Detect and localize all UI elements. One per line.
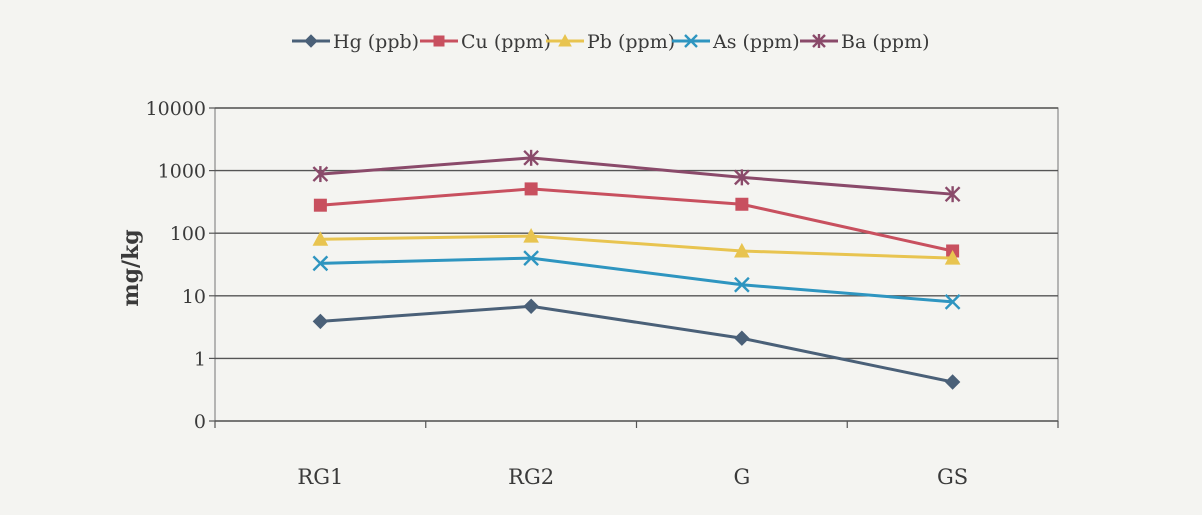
data-point bbox=[812, 34, 826, 48]
data-point bbox=[433, 35, 445, 47]
y-axis: 0 1 10 100 1000 10000 bbox=[146, 98, 215, 433]
data-point bbox=[313, 198, 327, 212]
legend-label: Pb (ppm) bbox=[587, 31, 675, 53]
legend-item: Ba (ppm) bbox=[800, 31, 930, 53]
data-point bbox=[523, 228, 539, 243]
data-point-stroke bbox=[944, 294, 961, 310]
legend-label: Hg (ppb) bbox=[333, 31, 419, 53]
series-cu bbox=[313, 182, 960, 258]
data-point bbox=[944, 294, 961, 310]
series-hg bbox=[312, 298, 961, 390]
legend-item: As (ppm) bbox=[672, 31, 800, 53]
data-point bbox=[524, 182, 538, 196]
series-line bbox=[320, 304, 953, 384]
y-tick-label: 1000 bbox=[158, 161, 206, 183]
x-tick-label: RG2 bbox=[508, 465, 554, 489]
legend-item: Cu (ppm) bbox=[420, 31, 551, 53]
data-point bbox=[312, 231, 329, 246]
data-point bbox=[312, 313, 329, 330]
x-tick-label: G bbox=[733, 465, 750, 489]
y-tick-label: 1 bbox=[194, 348, 206, 370]
series-line bbox=[320, 256, 953, 304]
data-point-stroke bbox=[684, 34, 698, 48]
data-point-stroke bbox=[312, 255, 329, 272]
y-tick-label: 100 bbox=[170, 223, 206, 245]
series-layer bbox=[312, 149, 961, 390]
data-point bbox=[944, 250, 961, 265]
data-point bbox=[523, 149, 539, 166]
x-tick-label: GS bbox=[937, 465, 968, 489]
series-line bbox=[320, 156, 953, 196]
data-point bbox=[734, 169, 750, 186]
series-pb bbox=[312, 228, 961, 265]
data-point bbox=[735, 197, 749, 211]
data-point bbox=[684, 34, 698, 48]
data-point bbox=[523, 250, 539, 266]
data-point bbox=[523, 298, 539, 314]
data-point bbox=[312, 255, 329, 272]
data-point bbox=[304, 34, 318, 48]
series-line bbox=[320, 234, 953, 260]
legend-label: Ba (ppm) bbox=[841, 31, 930, 53]
data-point-stroke bbox=[734, 276, 750, 293]
data-point bbox=[734, 276, 750, 293]
data-point bbox=[558, 33, 572, 47]
data-point bbox=[734, 330, 750, 346]
series-ba bbox=[312, 149, 961, 203]
x-axis: RG1 RG2 G GS bbox=[214, 421, 1059, 489]
legend-item: Pb (ppm) bbox=[546, 31, 675, 53]
x-tick-label: RG1 bbox=[297, 465, 343, 489]
y-axis-label: mg/kg bbox=[118, 229, 144, 306]
series-as bbox=[312, 250, 961, 310]
data-point-stroke bbox=[523, 250, 539, 266]
data-point bbox=[944, 374, 961, 390]
y-tick-label: 10000 bbox=[146, 98, 206, 120]
legend-item: Hg (ppb) bbox=[292, 31, 419, 53]
data-point bbox=[944, 186, 961, 203]
legend: Hg (ppb) Cu (ppm) Pb (ppm) As (ppm) Ba (ppm) bbox=[292, 31, 930, 53]
y-tick-label: 10 bbox=[182, 286, 206, 308]
y-tick-label: 0 bbox=[194, 411, 206, 433]
legend-label: As (ppm) bbox=[712, 31, 800, 53]
data-point bbox=[734, 242, 750, 258]
data-point bbox=[312, 166, 329, 183]
series-line bbox=[320, 187, 953, 253]
legend-label: Cu (ppm) bbox=[461, 31, 551, 53]
